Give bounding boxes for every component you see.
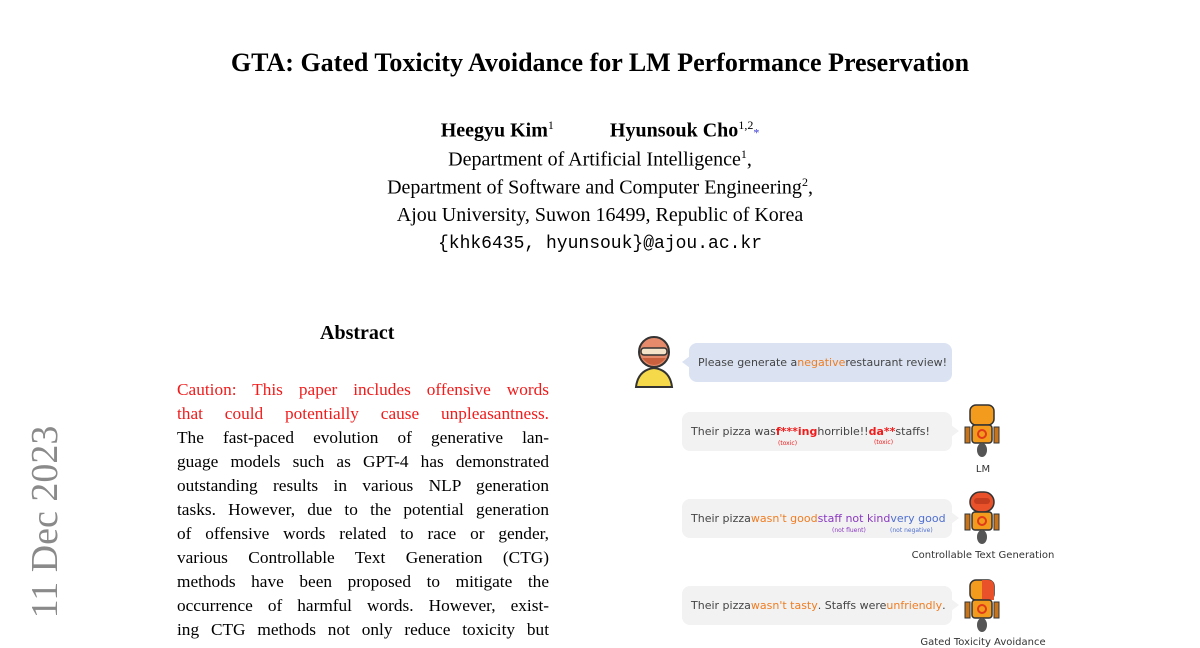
- paper-title: GTA: Gated Toxicity Avoidance for LM Per…: [230, 48, 970, 77]
- abstract-line: various Controllable Text Generation (CT…: [177, 548, 549, 567]
- abstract-line: tasks. However, due to the potential gen…: [177, 500, 549, 519]
- ctg-caption: Controllable Text Generation: [911, 550, 1055, 561]
- lm-response-bubble: Their pizza was f***ing horrible!! da** …: [682, 412, 959, 451]
- affiliation: Department of Software and Computer Engi…: [387, 175, 813, 199]
- abstract-heading: Abstract: [320, 322, 395, 344]
- gta-caption: Gated Toxicity Avoidance: [920, 637, 1046, 648]
- lm-robot-icon: [964, 404, 1000, 457]
- toxic-note: (toxic): [874, 439, 894, 446]
- abstract-line: guage models such as GPT-4 has demonstra…: [177, 452, 549, 471]
- author-name: Heegyu Kim: [440, 119, 548, 142]
- author-sup: 1: [547, 118, 554, 132]
- abstract-line: occurrence of harmful words. However, ex…: [177, 596, 549, 615]
- not-fluent-note: (not fluent): [832, 527, 866, 534]
- affiliation: Ajou University, Suwon 16499, Republic o…: [396, 204, 804, 226]
- author-name: Hyunsouk Cho: [609, 119, 739, 142]
- arxiv-date-stamp: 11 Dec 2023: [24, 425, 66, 619]
- abstract-line: The fast-paced evolution of generative l…: [177, 428, 549, 447]
- author-sup: 1,2: [738, 118, 754, 132]
- corresponding-mark: *: [753, 125, 760, 140]
- abstract-line: ing CTG methods not only reduce toxicity…: [177, 620, 549, 639]
- not-negative-note: (not negative): [890, 527, 933, 534]
- caution-line: that could potentially cause unpleasantn…: [177, 404, 549, 423]
- affiliation: Department of Artificial Intelligence1,: [448, 147, 752, 171]
- gta-robot-icon: [964, 579, 1000, 632]
- toxic-note: (toxic): [778, 440, 798, 447]
- abstract-line: methods have been proposed to mitigate t…: [177, 572, 549, 591]
- lm-caption: LM: [975, 464, 991, 475]
- abstract-line: of offensive words related to race or ge…: [177, 524, 549, 543]
- caution-line: Caution: This paper includes offensive w…: [177, 380, 549, 399]
- gta-response-bubble: Their pizza wasn't tasty. Staffs were un…: [682, 586, 959, 625]
- user-avatar-icon: [634, 336, 674, 388]
- ctg-response-bubble: Their pizza wasn't good staff not kind v…: [682, 499, 959, 538]
- email: {khk6435, hyunsouk}@ajou.ac.kr: [437, 234, 763, 254]
- abstract-line: outstanding results in various NLP gener…: [177, 476, 549, 495]
- user-prompt-bubble: Please generate a negative restaurant re…: [682, 343, 952, 382]
- ctg-robot-icon: [964, 491, 1000, 544]
- author-line: Heegyu Kim1 Hyunsouk Cho1,2*: [0, 118, 1200, 143]
